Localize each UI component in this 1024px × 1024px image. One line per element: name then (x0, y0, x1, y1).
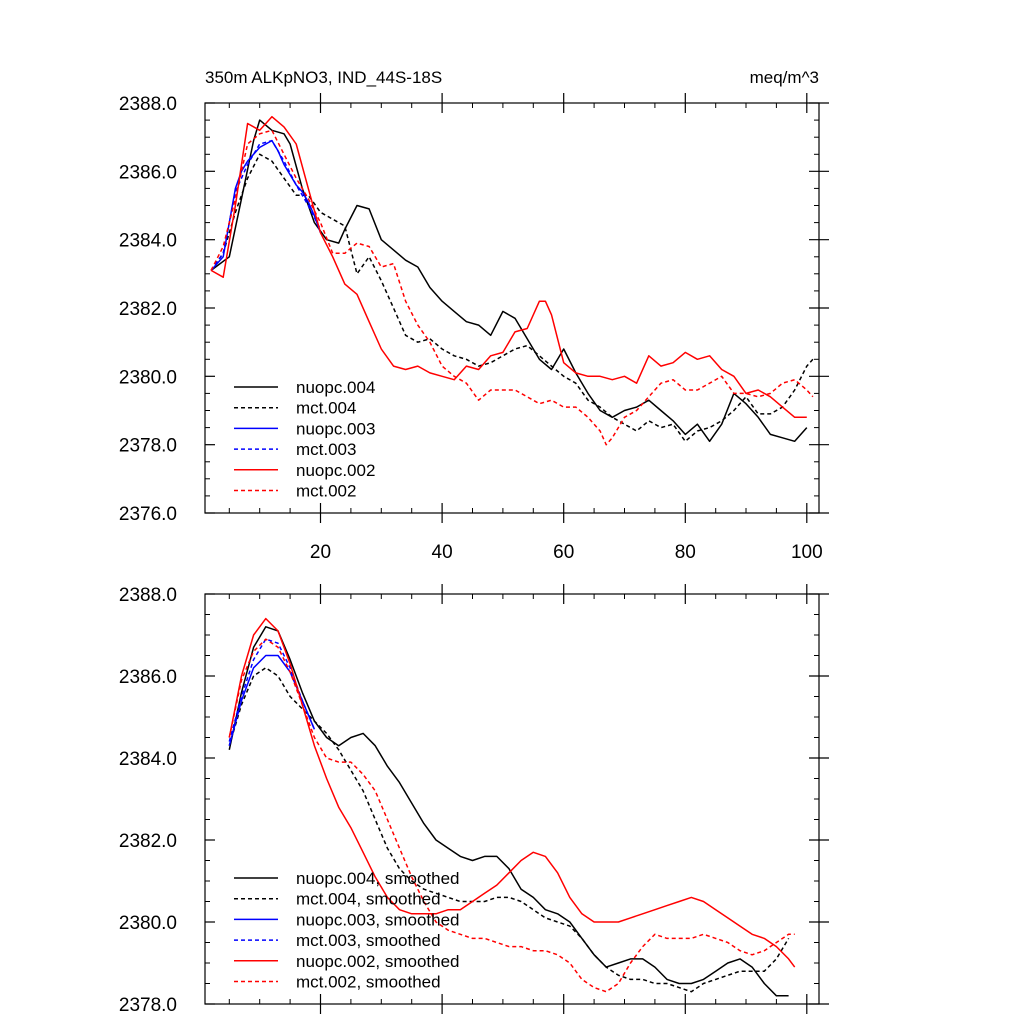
y-tick-label: 2388.0 (119, 585, 177, 606)
legend-label: mct.003, smoothed (296, 931, 441, 950)
legend-label: nuopc.004, smoothed (296, 869, 460, 888)
top-chart-units: meq/m^3 (750, 68, 819, 87)
y-tick-label: 2386.0 (119, 162, 177, 183)
top-chart-panel: 350m ALKpNO3, IND_44S-18S meq/m^3 20 40 60… (119, 68, 829, 563)
legend-label: nuopc.003 (296, 419, 375, 438)
bottom-chart-panel: 2378.0 2380.0 2382.0 2384.0 2386.0 2388.0 nuop… (119, 584, 829, 1016)
legend-label: nuopc.002, smoothed (296, 952, 460, 971)
y-tick-label: 2382.0 (119, 299, 177, 320)
legend-label: mct.002 (296, 482, 356, 501)
y-tick-label: 2380.0 (119, 913, 177, 934)
series-line-mct-002 (210, 129, 814, 446)
top-chart-title: 350m ALKpNO3, IND_44S-18S (205, 68, 442, 87)
y-tick-label: 2384.0 (119, 231, 177, 252)
x-tick-label: 100 (791, 542, 823, 563)
legend-label: mct.003 (296, 440, 356, 459)
x-tick-label: 20 (310, 542, 331, 563)
y-tick-label: 2386.0 (119, 667, 177, 688)
y-tick-label: 2376.0 (119, 504, 177, 525)
x-tick-label: 60 (553, 542, 574, 563)
y-tick-label: 2380.0 (119, 367, 177, 388)
y-tick-label: 2378.0 (119, 995, 177, 1016)
x-tick-label: 80 (675, 542, 696, 563)
series-line-mct-003-smoothed (228, 638, 316, 742)
legend-label: mct.004, smoothed (296, 890, 441, 909)
y-tick-label: 2378.0 (119, 436, 177, 457)
series-line-mct-004 (210, 153, 814, 443)
legend-label: mct.002, smoothed (296, 973, 441, 992)
y-tick-label: 2388.0 (119, 94, 177, 115)
legend-label: nuopc.004 (296, 378, 375, 397)
series-line-nuopc-004-smoothed (228, 626, 789, 997)
series-line-nuopc-002-smoothed (228, 617, 796, 968)
series-line-nuopc-002 (210, 115, 807, 419)
series-line-mct-002-smoothed (228, 638, 795, 993)
legend-label: nuopc.002 (296, 461, 375, 480)
legend-label: mct.004 (296, 399, 356, 418)
legend-label: nuopc.003, smoothed (296, 910, 460, 929)
x-tick-label: 40 (432, 542, 453, 563)
y-tick-label: 2382.0 (119, 831, 177, 852)
y-tick-label: 2384.0 (119, 749, 177, 770)
